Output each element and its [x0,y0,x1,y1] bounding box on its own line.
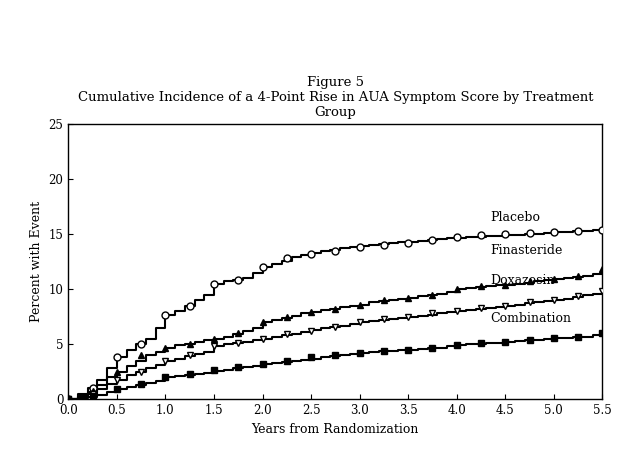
Title: Figure 5
Cumulative Incidence of a 4-Point Rise in AUA Symptom Score by Treatmen: Figure 5 Cumulative Incidence of a 4-Poi… [78,76,593,118]
Text: Doxazosin: Doxazosin [491,274,555,287]
X-axis label: Years from Randomization: Years from Randomization [252,423,419,436]
Text: Placebo: Placebo [491,211,541,224]
Y-axis label: Percent with Event: Percent with Event [30,201,43,322]
Text: Combination: Combination [491,313,572,325]
Text: Finasteride: Finasteride [491,244,563,257]
